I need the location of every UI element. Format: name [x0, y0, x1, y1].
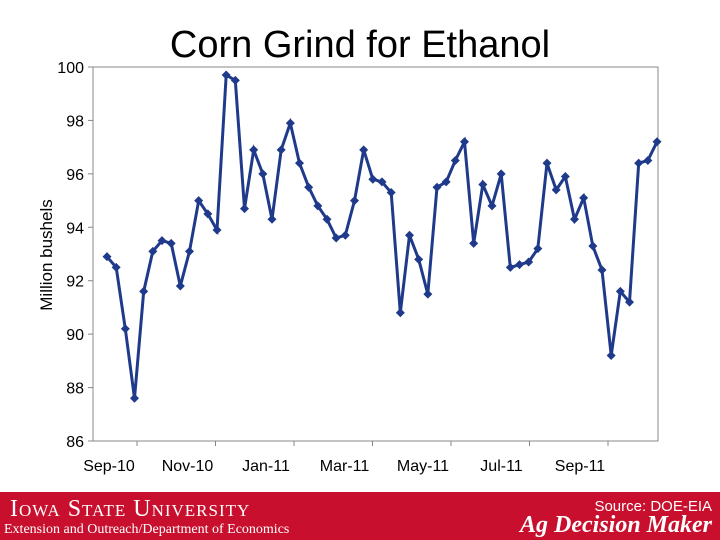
data-point — [157, 236, 167, 246]
data-point — [524, 257, 534, 267]
data-point — [350, 196, 359, 206]
x-tick-label: Jul-11 — [480, 458, 522, 475]
y-axis-label: Million bushels — [37, 199, 56, 311]
data-point — [267, 214, 277, 224]
data-point — [460, 137, 469, 147]
data-point — [515, 260, 524, 270]
data-point — [405, 230, 414, 240]
data-point — [331, 233, 341, 243]
data-point — [240, 204, 249, 214]
x-tick-label: Sep-11 — [555, 458, 606, 475]
data-point — [579, 193, 589, 203]
data-point — [570, 214, 579, 224]
data-point — [386, 188, 396, 198]
data-point — [120, 324, 130, 334]
department-text: Extension and Outreach/Department of Eco… — [4, 522, 290, 537]
source-note: Source: DOE-EIA — [594, 498, 712, 515]
data-point — [258, 169, 268, 179]
x-tick-label: Sep-10 — [83, 458, 135, 475]
series-line — [105, 72, 659, 399]
y-tick-label: 98 — [66, 113, 84, 130]
data-point — [423, 289, 433, 299]
data-point — [285, 118, 295, 128]
data-point — [322, 214, 332, 224]
data-point — [111, 262, 121, 272]
data-point — [130, 393, 139, 403]
data-point — [368, 174, 378, 184]
data-point — [148, 246, 158, 256]
data-point — [588, 241, 598, 251]
y-tick-label: 100 — [57, 60, 84, 77]
y-tick-label: 88 — [66, 381, 84, 398]
x-tick-label: May-11 — [397, 458, 449, 475]
data-point — [441, 177, 451, 187]
data-point — [221, 70, 231, 80]
data-point — [230, 75, 240, 85]
data-point — [185, 246, 194, 256]
data-point — [139, 286, 149, 296]
data-point — [295, 158, 304, 168]
data-point — [560, 172, 570, 182]
data-point — [652, 137, 662, 147]
data-point — [469, 238, 479, 248]
brand-logo-text: Ag Decision Maker — [520, 512, 712, 538]
data-point — [395, 308, 405, 318]
data-point — [542, 158, 552, 168]
data-point — [551, 185, 561, 195]
data-point — [359, 145, 369, 155]
data-point — [634, 158, 644, 168]
data-point — [615, 286, 625, 296]
data-point — [166, 238, 176, 248]
data-point — [625, 297, 634, 307]
y-tick-label: 96 — [66, 167, 84, 184]
data-point — [597, 265, 607, 275]
data-point — [194, 196, 204, 206]
data-point — [175, 281, 185, 291]
data-point — [212, 225, 222, 235]
data-point — [533, 244, 543, 254]
data-point — [276, 145, 286, 155]
data-point — [450, 156, 460, 165]
plot-area — [92, 66, 659, 442]
data-point — [606, 351, 616, 361]
data-point — [414, 254, 424, 264]
chart-title: Corn Grind for Ethanol — [169, 24, 551, 66]
data-point — [377, 177, 387, 187]
y-tick-label: 90 — [66, 327, 84, 344]
data-point — [496, 169, 506, 179]
footer-banner: Iowa State University Extension and Outr… — [0, 492, 720, 540]
university-logo-text: Iowa State University — [10, 496, 251, 522]
data-point — [505, 262, 515, 272]
data-point — [432, 182, 442, 192]
y-tick-label: 86 — [66, 434, 84, 451]
data-point — [313, 201, 323, 211]
data-point — [203, 209, 213, 219]
data-point — [478, 180, 488, 190]
data-point — [340, 230, 350, 240]
data-point — [249, 145, 259, 155]
x-tick-label: Nov-10 — [162, 458, 214, 475]
line-chart: 86 88 90 92 94 96 98 100 Sep-10 Nov-10 Jan-11 Mar-… — [37, 60, 662, 475]
y-tick-label: 92 — [66, 274, 84, 291]
data-point — [102, 252, 112, 262]
data-point — [487, 201, 497, 211]
x-tick-label: Mar-11 — [320, 458, 370, 475]
y-tick-label: 94 — [66, 220, 84, 237]
data-point — [304, 182, 314, 192]
x-tick-label: Jan-11 — [242, 458, 290, 475]
data-point — [643, 156, 653, 165]
